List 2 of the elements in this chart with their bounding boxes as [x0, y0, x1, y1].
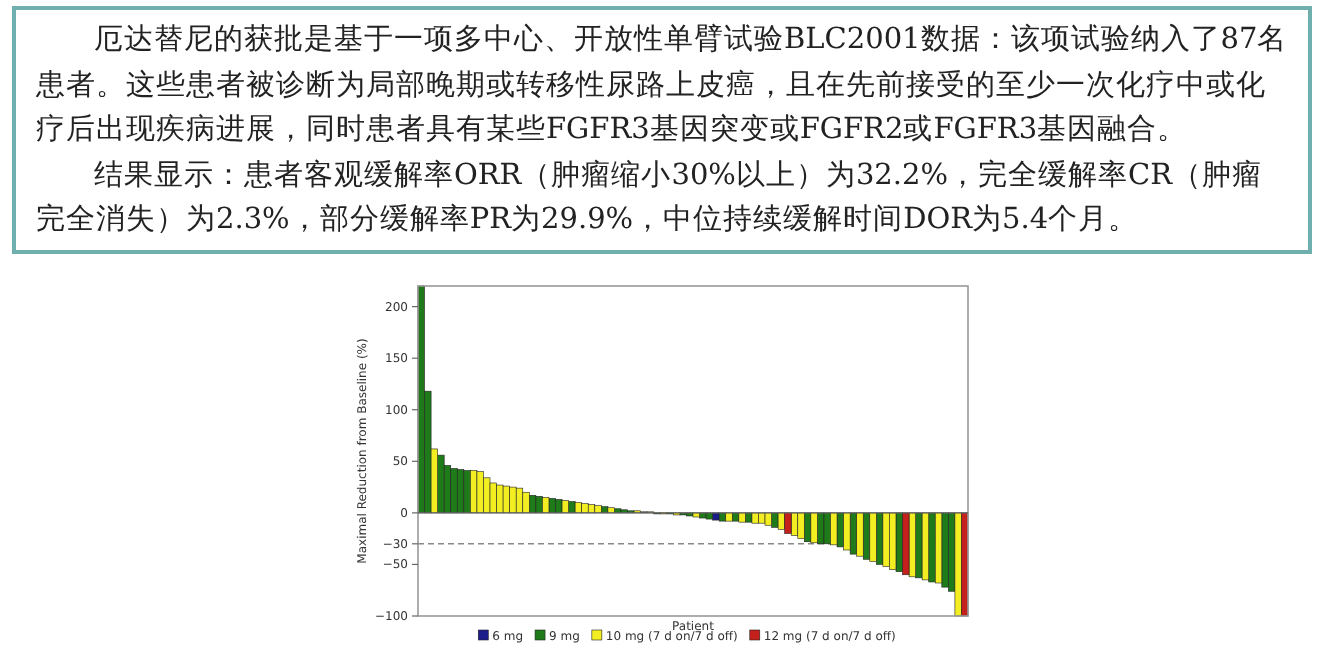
text: 厄达替尼的获批是基于一项多中心、开放性单臂试验BLC2001数据：该项试验纳入了87名患者。这些患者被诊断为局部晚期或转移性尿路上皮癌，且在先前接受的至少一次化疗中或化疗后出现疾病进展，同时患者具有某些FGFR3基因突变或FGFR2或FGFR3基因融合。	[36, 21, 1288, 150]
text: 结果显示：患者客观缓解率ORR（肿瘤缩小30%以上）为32.2%，完全缓解率CR（肿瘤完全消失）为2.3%，部分缓解率PR为29.9%，中位持续缓解时间DOR为5.4个月。	[36, 157, 1265, 240]
